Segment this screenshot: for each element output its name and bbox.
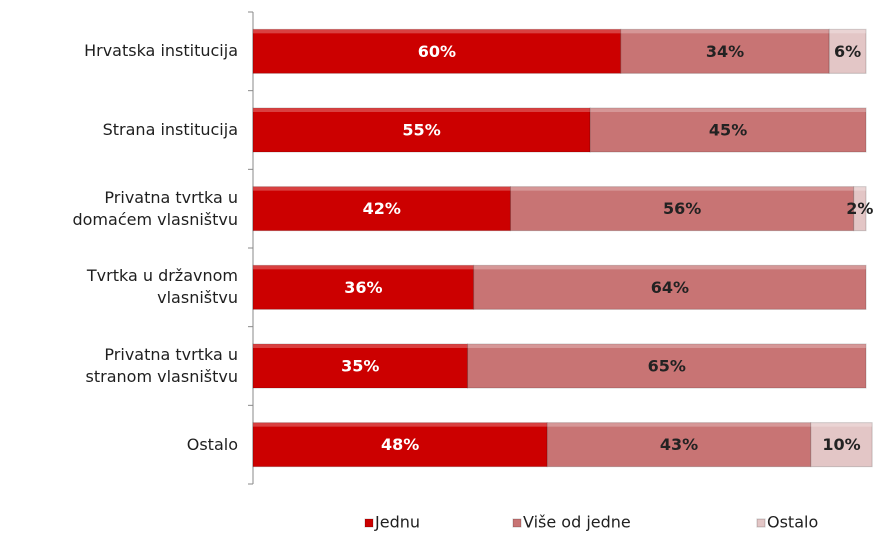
bar-shine [510, 186, 854, 191]
bar-shine [829, 29, 866, 34]
bar-shine [253, 265, 474, 270]
data-label: 42% [363, 199, 401, 218]
legend-swatch [756, 518, 766, 528]
data-label: 10% [822, 435, 860, 454]
bar-segment [546, 422, 812, 468]
data-label: 55% [402, 121, 440, 140]
data-label: 34% [706, 42, 744, 61]
bar-segment [853, 186, 867, 232]
bar-segment [473, 264, 867, 310]
legend-swatch [364, 518, 374, 528]
data-label: 43% [660, 435, 698, 454]
legend-label: Više od jedne [523, 513, 631, 532]
category-label: Privatna tvrtka u domaćem vlasništvu [72, 187, 238, 229]
data-label: 60% [418, 42, 456, 61]
bar-shine [253, 29, 621, 34]
category-label: Strana institucija [102, 119, 238, 139]
bar-shine [853, 186, 866, 191]
bar-segment [252, 28, 622, 74]
bar-shine [253, 422, 548, 427]
bar-shine [547, 422, 811, 427]
legend-swatch [512, 518, 522, 528]
category-label: Tvrtka u državnom vlasništvu [86, 266, 238, 308]
data-label: 65% [648, 357, 686, 376]
bar-segment [252, 343, 469, 389]
data-label: 36% [344, 278, 382, 297]
bar-shine [253, 186, 511, 191]
bar-segment [620, 28, 830, 74]
data-label: 56% [663, 199, 701, 218]
bar-shine [467, 344, 866, 348]
bar-segment [252, 186, 511, 232]
data-label: 45% [709, 121, 747, 140]
bar-segment [252, 264, 475, 310]
bar-shine [253, 108, 591, 112]
data-label: 35% [341, 357, 379, 376]
data-label: 6% [834, 42, 861, 61]
category-label: Ostalo [186, 434, 238, 454]
data-label: 48% [381, 435, 419, 454]
bar-segment [252, 422, 548, 468]
bar-segment [467, 343, 867, 389]
bar-shine [810, 422, 873, 427]
bar-shine [473, 265, 866, 270]
legend-label: Ostalo [767, 513, 818, 532]
data-label: 2% [846, 199, 873, 218]
legend-label: Jednu [374, 513, 420, 532]
bar-shine [590, 108, 866, 112]
bar-shine [620, 29, 830, 34]
bar-segment [810, 422, 873, 468]
bar-segment [589, 107, 867, 153]
bar-segment [828, 28, 867, 74]
data-label: 64% [651, 278, 689, 297]
category-label: Privatna tvrtka u stranom vlasništvu [85, 344, 238, 386]
bar-shine [253, 344, 468, 348]
category-label: Hrvatska institucija [84, 41, 238, 61]
